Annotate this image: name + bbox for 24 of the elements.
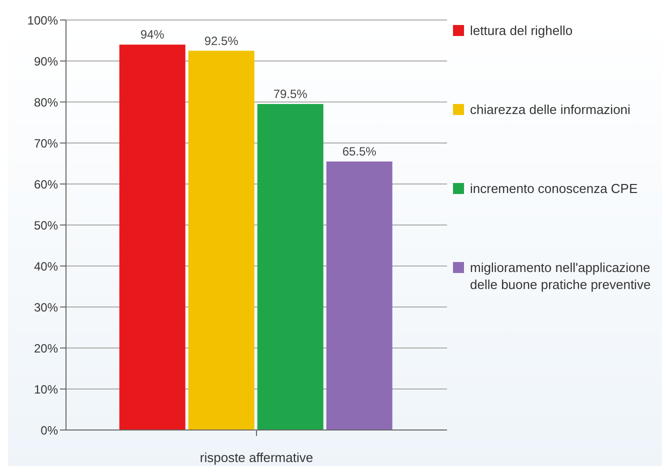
legend-label: lettura del righello bbox=[470, 22, 573, 39]
data-label: 92.5% bbox=[204, 34, 239, 48]
y-tick-label: 70% bbox=[34, 136, 58, 150]
bar bbox=[326, 161, 392, 430]
data-label: 65.5% bbox=[342, 144, 377, 158]
y-tick-label: 80% bbox=[34, 95, 58, 110]
x-axis-title: risposte affermative bbox=[200, 450, 314, 465]
y-tick-label: 50% bbox=[34, 218, 58, 232]
legend-label: chiarezza delle informazioni bbox=[470, 101, 630, 118]
y-tick-label: 30% bbox=[34, 300, 58, 314]
bar bbox=[257, 104, 324, 430]
legend-label: incremento conoscenza CPE bbox=[470, 180, 638, 197]
bar bbox=[119, 44, 186, 430]
y-tick-label: 60% bbox=[34, 177, 58, 192]
y-tick-label: 100% bbox=[27, 13, 58, 28]
data-label: 79.5% bbox=[273, 87, 308, 102]
y-tick-label: 90% bbox=[34, 54, 58, 68]
data-label: 94% bbox=[140, 28, 165, 42]
y-tick-label: 40% bbox=[34, 259, 58, 274]
y-tick-label: 20% bbox=[34, 341, 58, 356]
y-tick-label: 10% bbox=[34, 382, 58, 396]
y-tick-label: 0% bbox=[40, 423, 58, 438]
bar bbox=[188, 50, 254, 430]
legend-label: miglioramento nell'applicazione delle buone pratiche preventive bbox=[470, 259, 652, 293]
